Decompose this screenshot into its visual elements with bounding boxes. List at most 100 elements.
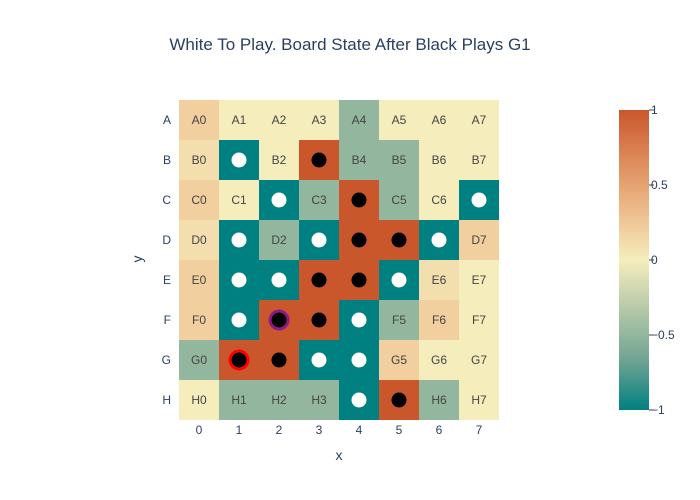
board-cell-C4 (339, 180, 379, 220)
heatmap-cell (459, 340, 499, 380)
board-cell-B7: B7 (459, 140, 499, 180)
cell-label: A1 (232, 113, 247, 127)
cell-label: G0 (191, 353, 207, 367)
board-cell-E4 (339, 260, 379, 300)
heatmap-cell (419, 380, 459, 420)
black-stone (311, 272, 327, 288)
board-cell-A5: A5 (379, 100, 419, 140)
cell-label: B0 (192, 153, 207, 167)
cell-label: C1 (231, 193, 247, 207)
heatmap-cell (459, 300, 499, 340)
x-tick-label: 5 (396, 423, 403, 437)
board-cell-H6: H6 (419, 380, 459, 420)
x-axis-ticks: 0 1 2 3 4 5 6 7 (196, 423, 483, 437)
heatmap-cell (179, 180, 219, 220)
white-stone (351, 352, 367, 368)
board-cell-E2 (259, 260, 299, 300)
board-cell-E7: E7 (459, 260, 499, 300)
board-cell-E0: E0 (179, 260, 219, 300)
heatmap-cell (259, 100, 299, 140)
board-cell-B6: B6 (419, 140, 459, 180)
x-tick-label: 7 (476, 423, 483, 437)
y-axis-ticks: A B C D E F G H (162, 113, 172, 407)
white-stone (351, 392, 367, 408)
board-cell-G0: G0 (179, 340, 219, 380)
heatmap-cell (179, 140, 219, 180)
colorbar-ticks: 1 0.5 0 −0.5 −1 (649, 103, 675, 417)
black-stone (311, 312, 327, 328)
cell-label: B6 (432, 153, 447, 167)
board-cell-E6: E6 (419, 260, 459, 300)
heatmap-cell (379, 100, 419, 140)
heatmap-cell (259, 220, 299, 260)
cell-label: C6 (431, 193, 447, 207)
board-cell-F0: F0 (179, 300, 219, 340)
black-stone (351, 232, 367, 248)
board-cell-C1: C1 (219, 180, 259, 220)
black-stone (391, 232, 407, 248)
y-tick-label: G (162, 353, 171, 367)
black-stone (351, 192, 367, 208)
cell-label: C5 (391, 193, 407, 207)
cell-label: B7 (472, 153, 487, 167)
y-tick-label: H (162, 393, 171, 407)
board-cell-D3 (299, 220, 339, 260)
cell-label: A4 (352, 113, 367, 127)
board-cell-A6: A6 (419, 100, 459, 140)
white-stone (471, 192, 487, 208)
cell-label: F6 (432, 313, 446, 327)
y-tick-label: F (164, 313, 171, 327)
heatmap-cell (419, 100, 459, 140)
cell-label: E0 (192, 273, 207, 287)
board-cell-B2: B2 (259, 140, 299, 180)
cell-label: F0 (192, 313, 206, 327)
black-stone (231, 352, 247, 368)
chart-title: White To Play. Board State After Black P… (169, 35, 530, 54)
x-axis-title: x (336, 447, 343, 463)
board-cell-H4 (339, 380, 379, 420)
board-cell-A2: A2 (259, 100, 299, 140)
board-cell-G1 (219, 340, 259, 380)
black-stone (351, 272, 367, 288)
board-cell-G5: G5 (379, 340, 419, 380)
cell-label: H2 (271, 393, 287, 407)
board-cell-D5 (379, 220, 419, 260)
board-cell-H1: H1 (219, 380, 259, 420)
heatmap-cell (379, 340, 419, 380)
cell-label: H3 (311, 393, 327, 407)
board-cell-F4 (339, 300, 379, 340)
black-stone (271, 352, 287, 368)
cell-label: H7 (471, 393, 487, 407)
cell-label: B4 (352, 153, 367, 167)
colorbar-tick-label: −0.5 (651, 328, 675, 342)
heatmap-cell (299, 100, 339, 140)
board-cell-B0: B0 (179, 140, 219, 180)
board-cell-D2: D2 (259, 220, 299, 260)
board-cell-B5: B5 (379, 140, 419, 180)
black-stone (391, 392, 407, 408)
board-cell-F6: F6 (419, 300, 459, 340)
cell-label: D0 (191, 233, 207, 247)
colorbar-tick-label: 0 (651, 253, 658, 267)
heatmap-cell (459, 220, 499, 260)
colorbar-tick-label: −1 (651, 403, 665, 417)
highlight-ring (268, 309, 290, 331)
heatmap-cell (219, 180, 259, 220)
board-cell-G7: G7 (459, 340, 499, 380)
board-cell-F3 (299, 300, 339, 340)
x-tick-label: 0 (196, 423, 203, 437)
board-cell-C6: C6 (419, 180, 459, 220)
heatmap-cell (459, 260, 499, 300)
heatmap-cell (419, 180, 459, 220)
cell-label: D2 (271, 233, 287, 247)
colorbar-tick-label: 0.5 (651, 178, 668, 192)
board-cell-D1 (219, 220, 259, 260)
board-cell-H7: H7 (459, 380, 499, 420)
board-cell-B3 (299, 140, 339, 180)
board-cell-C5: C5 (379, 180, 419, 220)
heatmap-cell (379, 180, 419, 220)
board-cell-F2 (259, 300, 299, 340)
highlight-ring (228, 349, 250, 371)
heatmap-cell (419, 260, 459, 300)
white-stone (311, 352, 327, 368)
